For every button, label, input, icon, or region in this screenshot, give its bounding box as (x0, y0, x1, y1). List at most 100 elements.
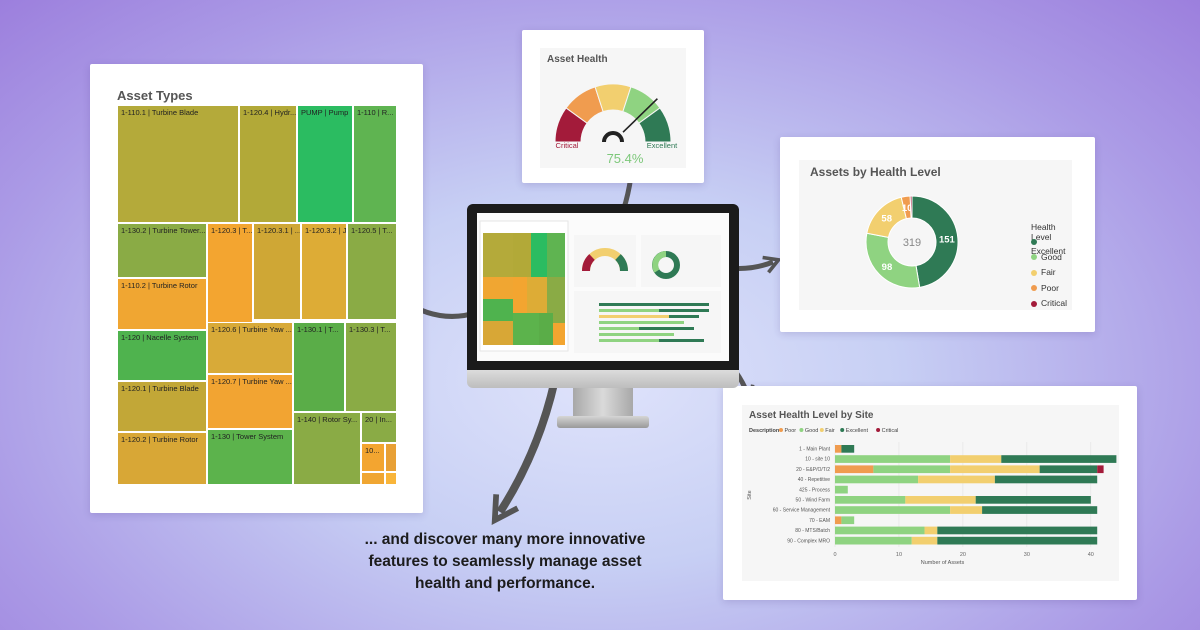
bar-segment-excellent (994, 475, 1098, 484)
bar-segment-poor (835, 465, 874, 474)
legend-item-excellent[interactable]: Excellent (1031, 236, 1072, 256)
bar-y-tick-label: 10 - site 10 (805, 457, 830, 463)
asset-types-card: Asset Types 1-110.1 | Turbine Blade 1-120… (90, 64, 423, 513)
treemap-tile[interactable]: 1-120.3.2 | J... (301, 223, 347, 320)
bar-x-axis-label: Number of Assets (921, 560, 965, 566)
treemap-tile[interactable]: 10... (361, 443, 385, 472)
treemap-tile[interactable]: 1-130.3 | T... (345, 322, 397, 412)
bar-segment-excellent (1039, 465, 1098, 474)
health-by-site-panel: Description Poor Good Fair Excellent Critical… (742, 405, 1119, 581)
treemap-tile[interactable] (385, 443, 397, 472)
legend-swatch (1031, 285, 1037, 292)
bar-segment-good (835, 526, 925, 535)
legend-title: Health Level (1031, 222, 1056, 242)
treemap-tile[interactable] (361, 472, 385, 485)
asset-health-title: Asset Health (547, 54, 608, 65)
bar-segment-poor (835, 445, 842, 453)
treemap-tile[interactable]: 20 | In... (361, 412, 397, 443)
treemap-tile[interactable]: 1-110.1 | Turbine Blade (117, 105, 239, 223)
legend-label: Poor (1041, 282, 1059, 293)
bar-segment-fair (905, 496, 976, 504)
monitor-base (557, 416, 649, 428)
bar-y-tick-label: 70 - EAM (809, 518, 830, 524)
treemap-tile[interactable]: 1-120.4 | Hydr... (239, 105, 297, 223)
bar-legend-swatch (819, 428, 824, 432)
legend-swatch (1031, 300, 1037, 307)
tagline-line-3: health and performance. (414, 575, 595, 592)
gauge-needle (622, 98, 658, 133)
dashboard-screen (477, 213, 729, 361)
health-by-site-title: Asset Health Level by Site (749, 410, 874, 421)
tagline-line-2: features to seamlessly manage asset (368, 553, 642, 570)
bar-segment-good (835, 485, 848, 494)
legend-label: Good (1041, 251, 1062, 262)
bar-y-tick-label: 90 - Complex MRO (787, 538, 830, 544)
donut-center-total: 319 (903, 237, 921, 249)
legend-item-poor[interactable]: Poor (1031, 283, 1059, 293)
treemap-tile[interactable]: 1-120.3.1 | ... (253, 223, 301, 320)
bar-segment-excellent (982, 506, 1098, 514)
bar-segment-excellent (975, 496, 1091, 504)
bar-y-tick-label: 50 - Wind Farm (796, 498, 830, 504)
legend-swatch (1031, 269, 1037, 276)
assets-by-health-card: 151 98 58 10 319 Health Level Excellent Good F… (780, 137, 1095, 332)
bar-segment-excellent (937, 526, 1098, 535)
bar-segment-fair (950, 506, 983, 514)
legend-item-fair[interactable]: Fair (1031, 267, 1056, 277)
legend-label: Fair (1041, 267, 1056, 277)
treemap-tile[interactable]: 1-110 | R... (353, 105, 397, 223)
treemap-tile[interactable]: 1-130 | Tower System (207, 429, 293, 485)
legend-item-critical[interactable]: Critical (1031, 298, 1067, 308)
bar-y-tick-label: 1 - Main Plant (799, 447, 830, 453)
treemap-tile[interactable]: 1-140 | Rotor Sy... (293, 412, 361, 485)
asset-health-card: 75.4% Critical Excellent Asset Health (522, 30, 704, 183)
treemap-tile[interactable]: 1-120.3 | T... (207, 223, 253, 330)
asset-types-title: Asset Types (117, 88, 193, 103)
treemap-tile[interactable]: 1-120.7 | Turbine Yaw ... (207, 374, 293, 429)
treemap-tile[interactable]: 1-130.1 | T... (293, 322, 345, 412)
legend-swatch (1031, 238, 1037, 245)
bar-legend-swatch (876, 428, 881, 432)
bar-segment-fair (950, 455, 1002, 463)
tagline: ... and discover many more innovative fe… (330, 529, 680, 595)
bar-legend-title: Description (749, 428, 780, 434)
bar-x-tick-label: 10 (896, 552, 902, 558)
bar-legend-label: Poor (785, 428, 797, 434)
gauge-max-label: Excellent (647, 141, 678, 150)
bar-x-tick-label: 0 (833, 552, 836, 558)
bar-segment-good (835, 506, 951, 514)
treemap-tile[interactable]: 1-130.2 | Turbine Tower... (117, 223, 207, 278)
bar-segment-good (841, 516, 855, 525)
treemap-tile[interactable]: 1-120.5 | T... (347, 223, 397, 320)
monitor (467, 204, 739, 434)
donut-data-label: 58 (881, 213, 892, 224)
donut-data-label: 10 (902, 203, 913, 214)
health-by-site-card: Description Poor Good Fair Excellent Critical… (723, 386, 1137, 600)
bar-y-axis-label: Site (747, 490, 753, 499)
monitor-chin (467, 370, 739, 388)
gauge-min-label: Critical (556, 141, 579, 150)
treemap-tile[interactable]: 1-120 | Nacelle System (117, 330, 207, 381)
bar-y-tick-label: 40 - Repetitive (798, 477, 830, 483)
treemap-tile[interactable]: 1-110.2 | Turbine Rotor (117, 278, 207, 330)
assets-by-health-panel: 151 98 58 10 319 Health Level Excellent Good F… (799, 160, 1072, 310)
bar-segment-excellent (937, 536, 1098, 545)
bar-segment-excellent (841, 445, 855, 453)
treemap-tile[interactable]: PUMP | Pump (297, 105, 353, 223)
bar-segment-good (873, 465, 951, 474)
bar-segment-fair (918, 475, 995, 484)
bar-legend-swatch (779, 428, 783, 432)
bar-y-tick-label: 425 - Process (799, 487, 830, 493)
bar-y-tick-label: 20 - E&P/O/T/2 (796, 467, 830, 473)
bar-legend-label: Critical (882, 428, 899, 434)
treemap-tile[interactable]: 1-120.6 | Turbine Yaw ... (207, 322, 293, 374)
asset-types-treemap: 1-110.1 | Turbine Blade 1-120.4 | Hydr...… (117, 105, 397, 485)
legend-item-good[interactable]: Good (1031, 252, 1062, 262)
treemap-tile[interactable] (385, 472, 397, 485)
bar-x-tick-label: 20 (960, 552, 966, 558)
bar-segment-excellent (1001, 455, 1117, 463)
treemap-tile[interactable]: 1-120.2 | Turbine Rotor (117, 432, 207, 485)
bar-legend-label: Good (805, 428, 818, 434)
monitor-stand (573, 388, 633, 418)
treemap-tile[interactable]: 1-120.1 | Turbine Blade (117, 381, 207, 432)
